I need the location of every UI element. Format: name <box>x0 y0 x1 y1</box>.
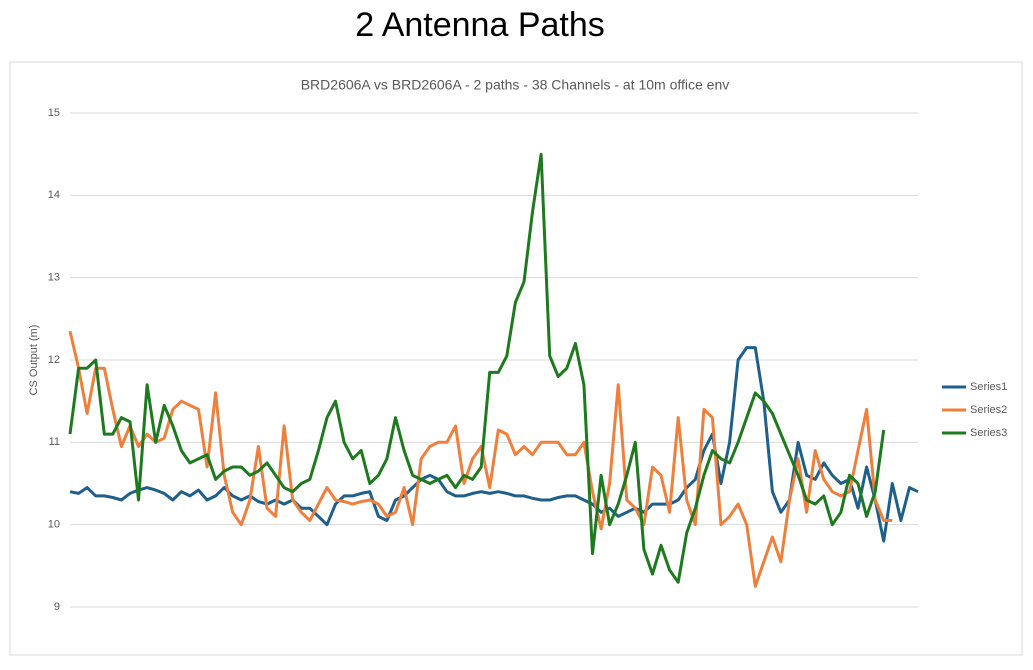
page-title: 2 Antenna Paths <box>355 6 605 44</box>
y-tick-label: 12 <box>48 354 60 366</box>
legend-label: Series2 <box>970 404 1007 416</box>
y-tick-label: 15 <box>48 107 60 119</box>
y-tick-label: 13 <box>48 272 60 284</box>
series-line <box>69 346 919 543</box>
y-tick-label: 11 <box>49 436 60 448</box>
chart-frame <box>9 61 1023 656</box>
y-tick-label: 10 <box>48 519 60 531</box>
y-tick-label: 14 <box>48 189 60 201</box>
legend-label: Series1 <box>970 381 1007 393</box>
legend-label: Series3 <box>970 427 1007 439</box>
series-line <box>68 152 886 584</box>
y-axis-title: CS Output (m) <box>28 325 40 396</box>
chart-title: BRD2606A vs BRD2606A - 2 paths - 38 Chan… <box>301 77 730 93</box>
y-tick-label: 9 <box>54 601 60 613</box>
series-line <box>68 330 893 588</box>
